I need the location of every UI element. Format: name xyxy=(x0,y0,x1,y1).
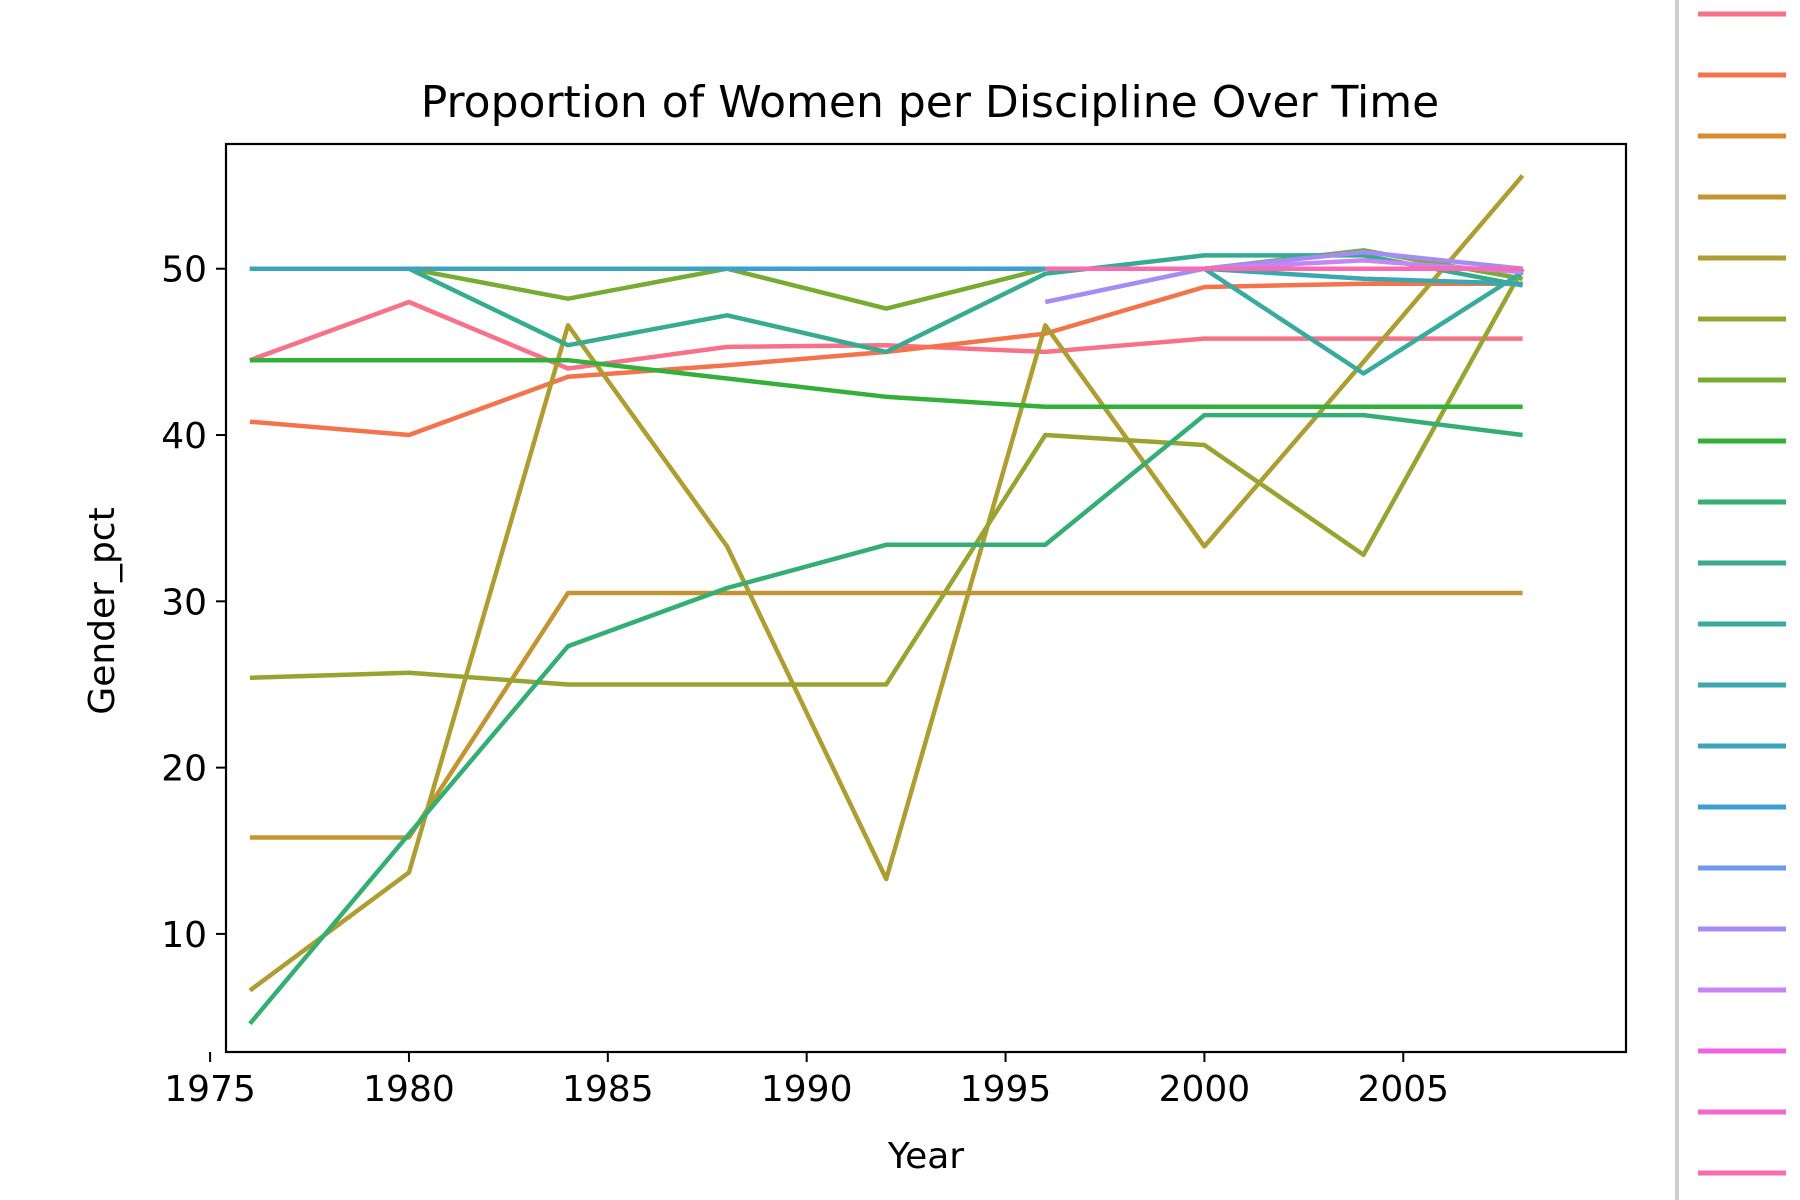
x-axis: 1975 1980 1985 1990 1995 2000 2005 xyxy=(164,1052,1449,1110)
series-line-6 xyxy=(249,267,1525,687)
y-tick-label: 40 xyxy=(161,416,207,457)
x-tick-label: 2000 xyxy=(1159,1069,1251,1110)
y-tick-label: 30 xyxy=(161,582,207,623)
series-line-7 xyxy=(249,248,1523,311)
y-axis-label: Gender_pct xyxy=(82,507,123,714)
x-tick-label: 1995 xyxy=(960,1069,1052,1110)
y-tick-label: 10 xyxy=(161,915,207,956)
x-tick-label: 1990 xyxy=(761,1069,853,1110)
x-tick-label: 1975 xyxy=(164,1069,256,1110)
series-group xyxy=(248,174,1525,1026)
series-line-16 xyxy=(1044,249,1523,305)
legend xyxy=(1698,11,1786,1176)
series-line-9 xyxy=(248,412,1523,1026)
plot-frame xyxy=(224,142,1628,1054)
series-line-5 xyxy=(248,174,1525,993)
x-tick-label: 1980 xyxy=(363,1069,455,1110)
chart-title: Proportion of Women per Discipline Over … xyxy=(421,77,1439,128)
y-tick-label: 20 xyxy=(161,749,207,790)
y-axis: 10 20 30 40 50 xyxy=(161,250,226,956)
series-line-8 xyxy=(249,357,1523,410)
x-tick-label: 1985 xyxy=(562,1069,654,1110)
series-line-4 xyxy=(249,590,1523,840)
x-tick-label: 2005 xyxy=(1357,1069,1449,1110)
y-tick-label: 50 xyxy=(161,250,207,291)
x-axis-label: Year xyxy=(887,1136,964,1177)
